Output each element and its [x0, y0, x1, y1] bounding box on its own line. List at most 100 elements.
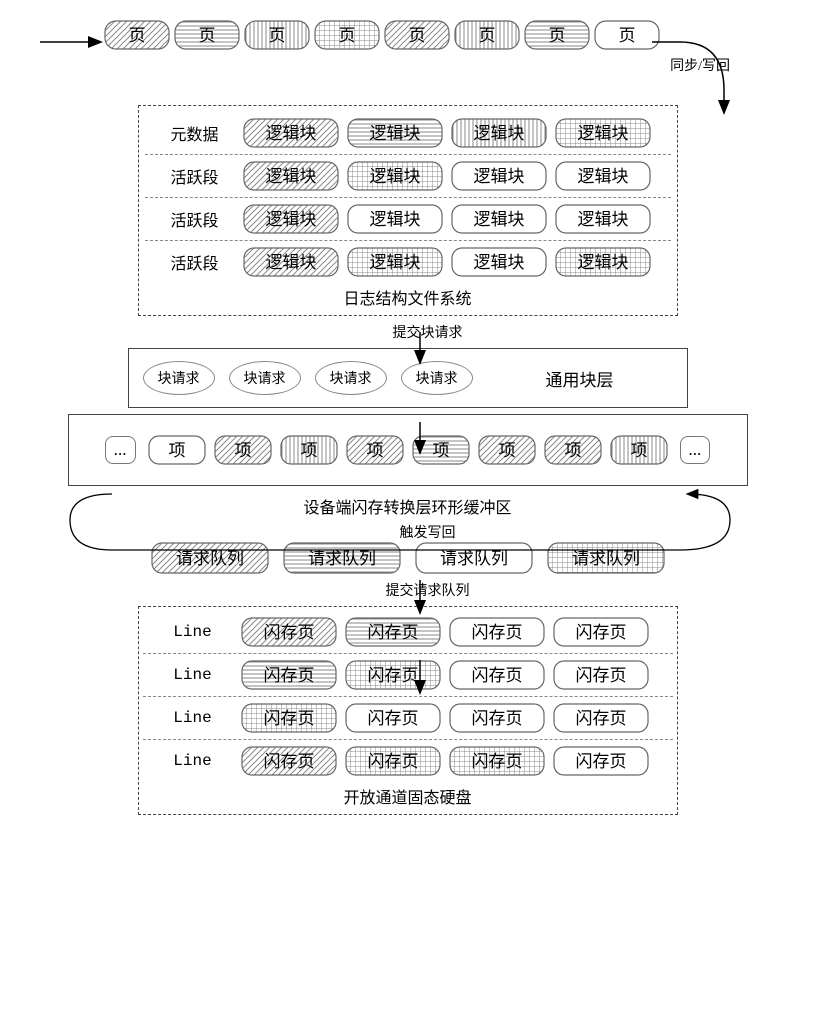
generic-block-layer: 块请求块请求块请求块请求 通用块层 — [128, 348, 688, 408]
svg-text:闪存页: 闪存页 — [575, 623, 626, 642]
svg-text:逻辑块: 逻辑块 — [473, 210, 524, 229]
request-queue-cell: 请求队列 — [415, 542, 533, 574]
sync-writeback-label: 同步/写回 — [40, 55, 730, 75]
svg-text:项: 项 — [168, 441, 185, 460]
svg-text:闪存页: 闪存页 — [575, 709, 626, 728]
request-queue-cell: 请求队列 — [547, 542, 665, 574]
block-layer-label: 通用块层 — [487, 366, 673, 391]
svg-text:页: 页 — [269, 26, 286, 45]
open-channel-ssd-box: Line闪存页闪存页闪存页闪存页Line闪存页闪存页闪存页闪存页Line闪存页闪… — [138, 606, 678, 815]
svg-text:逻辑块: 逻辑块 — [265, 210, 316, 229]
logic-block-cell: 逻辑块 — [451, 118, 547, 148]
page-cell: 页 — [314, 20, 380, 50]
flash-page-cell: 闪存页 — [449, 746, 545, 776]
logic-block-cell: 逻辑块 — [243, 247, 339, 277]
page-cache-row: 页页页页页页页页 — [102, 20, 775, 55]
block-request-oval: 块请求 — [401, 361, 473, 395]
svg-text:请求队列: 请求队列 — [176, 549, 244, 568]
svg-text:页: 页 — [409, 26, 426, 45]
logic-block-cell: 逻辑块 — [243, 118, 339, 148]
svg-text:页: 页 — [479, 26, 496, 45]
flash-page-cell: 闪存页 — [345, 746, 441, 776]
svg-text:项: 项 — [630, 441, 647, 460]
svg-text:闪存页: 闪存页 — [263, 666, 314, 685]
lfs-row: 活跃段 逻辑块 逻辑块 逻辑块 逻辑块 — [145, 155, 671, 198]
logic-block-cell: 逻辑块 — [243, 204, 339, 234]
svg-text:闪存页: 闪存页 — [575, 666, 626, 685]
page-cell: 页 — [174, 20, 240, 50]
flash-page-cell: 闪存页 — [345, 660, 441, 690]
ring-left-dots: ... — [105, 436, 136, 464]
page-cell: 页 — [454, 20, 520, 50]
lfs-row-label: 活跃段 — [151, 207, 239, 231]
block-request-oval: 块请求 — [143, 361, 215, 395]
flash-page-cell: 闪存页 — [553, 617, 649, 647]
svg-text:闪存页: 闪存页 — [575, 752, 626, 771]
svg-text:逻辑块: 逻辑块 — [369, 167, 420, 186]
logic-block-cell: 逻辑块 — [347, 118, 443, 148]
svg-text:逻辑块: 逻辑块 — [577, 124, 628, 143]
lfs-row-label: 活跃段 — [151, 164, 239, 188]
ssd-line-row: Line闪存页闪存页闪存页闪存页 — [143, 697, 673, 740]
svg-text:逻辑块: 逻辑块 — [577, 167, 628, 186]
ring-item: 项 — [412, 435, 470, 465]
submit-queue-label: 提交请求队列 — [80, 580, 775, 600]
ssd-line-row: Line 闪存页 闪存页 闪存页 闪存页 — [143, 611, 673, 654]
svg-text:请求队列: 请求队列 — [572, 549, 640, 568]
page-cell: 页 — [384, 20, 450, 50]
logic-block-cell: 逻辑块 — [451, 161, 547, 191]
flash-page-cell: 闪存页 — [241, 617, 337, 647]
svg-text:闪存页: 闪存页 — [471, 752, 522, 771]
flash-page-cell: 闪存页 — [449, 703, 545, 733]
lfs-row-label: 活跃段 — [151, 250, 239, 274]
lfs-row: 活跃段逻辑块逻辑块逻辑块逻辑块 — [145, 241, 671, 283]
diagram-root: 页页页页页页页页 同步/写回 元数据逻辑块逻辑块逻辑块逻辑块活跃段逻辑块逻辑块逻… — [40, 20, 775, 815]
page-cell: 页 — [594, 20, 660, 50]
svg-text:请求队列: 请求队列 — [440, 549, 508, 568]
logic-block-cell: 逻辑块 — [347, 204, 443, 234]
ssd-line-label: Line — [149, 752, 237, 770]
ring-item: 项 — [214, 435, 272, 465]
svg-text:闪存页: 闪存页 — [367, 623, 418, 642]
svg-text:闪存页: 闪存页 — [263, 752, 314, 771]
svg-text:页: 页 — [549, 26, 566, 45]
svg-text:项: 项 — [564, 441, 581, 460]
flash-page-cell: 闪存页 — [241, 703, 337, 733]
ring-item: 项 — [280, 435, 338, 465]
svg-text:页: 页 — [339, 26, 356, 45]
ssd-line-label: Line — [149, 666, 237, 684]
ring-right-dots: ... — [680, 436, 711, 464]
logic-block-cell: 逻辑块 — [555, 247, 651, 277]
logic-block-cell: 逻辑块 — [451, 204, 547, 234]
svg-text:项: 项 — [366, 441, 383, 460]
ssd-line-label: Line — [149, 623, 237, 641]
ring-buffer-caption: 设备端闪存转换层环形缓冲区 — [40, 492, 775, 522]
logic-block-cell: 逻辑块 — [347, 161, 443, 191]
trigger-writeback-label: 触发写回 — [80, 522, 775, 542]
flash-page-cell: 闪存页 — [449, 617, 545, 647]
ring-item: 项 — [148, 435, 206, 465]
submit-block-req-label: 提交块请求 — [80, 322, 775, 342]
logic-block-cell: 逻辑块 — [347, 247, 443, 277]
svg-text:闪存页: 闪存页 — [263, 623, 314, 642]
ssd-line-row: Line 闪存页 闪存页 闪存页 闪存页 — [143, 740, 673, 782]
svg-text:逻辑块: 逻辑块 — [473, 124, 524, 143]
flash-page-cell: 闪存页 — [241, 660, 337, 690]
svg-text:逻辑块: 逻辑块 — [577, 210, 628, 229]
svg-text:逻辑块: 逻辑块 — [265, 167, 316, 186]
ssd-caption: 开放通道固态硬盘 — [143, 782, 673, 812]
ssd-line-label: Line — [149, 709, 237, 727]
ftl-ring-buffer-box: ... 项项项项项项项项 ... — [68, 414, 748, 486]
svg-text:项: 项 — [234, 441, 251, 460]
svg-text:逻辑块: 逻辑块 — [369, 210, 420, 229]
logic-block-cell: 逻辑块 — [451, 247, 547, 277]
flash-page-cell: 闪存页 — [345, 617, 441, 647]
lfs-caption: 日志结构文件系统 — [145, 283, 671, 313]
svg-text:页: 页 — [199, 26, 216, 45]
svg-text:项: 项 — [300, 441, 317, 460]
svg-text:闪存页: 闪存页 — [471, 709, 522, 728]
log-structured-fs-box: 元数据逻辑块逻辑块逻辑块逻辑块活跃段逻辑块逻辑块逻辑块逻辑块活跃段逻辑块逻辑块逻… — [138, 105, 678, 316]
flash-page-cell: 闪存页 — [345, 703, 441, 733]
flash-page-cell: 闪存页 — [553, 660, 649, 690]
svg-text:闪存页: 闪存页 — [367, 709, 418, 728]
